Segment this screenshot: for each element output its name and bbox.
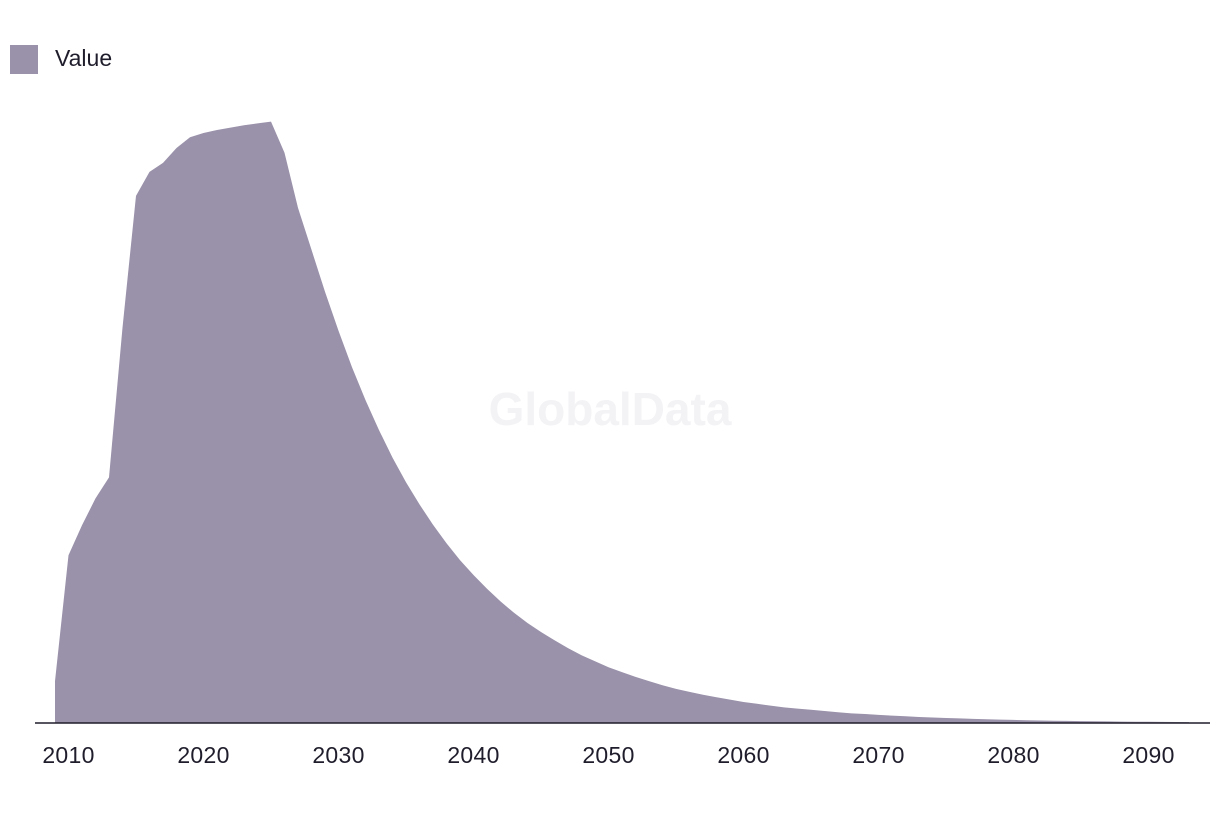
x-tick-label: 2090 (1122, 742, 1174, 768)
watermark: GlobalData (489, 383, 732, 435)
x-tick-label: 2050 (582, 742, 634, 768)
x-tick-label: 2080 (987, 742, 1039, 768)
plot-area (55, 121, 1189, 724)
x-tick-label: 2020 (177, 742, 229, 768)
legend: Value (10, 45, 112, 74)
x-tick-label: 2040 (447, 742, 499, 768)
area-series-value (55, 121, 1189, 724)
x-tick-label: 2070 (852, 742, 904, 768)
x-axis-ticks: 2010 2020 2030 2040 2050 2060 2070 2080 2090 (42, 742, 1174, 768)
x-tick-label: 2060 (717, 742, 769, 768)
legend-swatch (10, 45, 38, 74)
x-tick-label: 2030 (312, 742, 364, 768)
legend-label: Value (55, 45, 112, 71)
x-tick-label: 2010 (42, 742, 94, 768)
